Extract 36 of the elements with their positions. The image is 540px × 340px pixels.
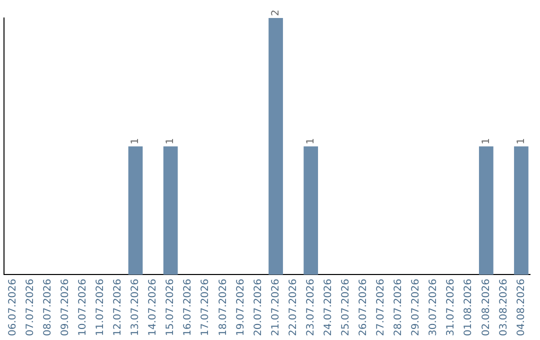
x-tick-label: 24.07.2026 [322,278,334,336]
x-tick-label: 01.08.2026 [463,278,474,336]
data-label: 1 [516,138,527,144]
x-tick-label: 16.07.2026 [182,278,194,336]
data-label: 1 [305,138,316,144]
x-tick-label: 15.07.2026 [165,278,176,336]
x-tick-label: 31.07.2026 [446,278,457,336]
x-tick-label: 25.07.2026 [340,278,352,336]
x-tick-label: 26.07.2026 [358,278,370,336]
data-label: 1 [130,138,142,144]
x-tick-label: 21.07.2026 [270,278,282,336]
x-tick-label: 03.08.2026 [498,278,510,336]
x-tick-label: 09.07.2026 [60,278,71,336]
data-label: 2 [270,10,282,16]
x-tick-label: 30.07.2026 [428,278,440,336]
x-tick-label: 23.07.2026 [305,278,316,336]
x-tick-label: 13.07.2026 [130,278,142,336]
data-label: 1 [165,138,176,144]
x-tick-label: 10.07.2026 [77,278,88,336]
x-tick-label: 29.07.2026 [410,278,422,336]
x-tick-label: 06.07.2026 [7,278,18,336]
x-tick-label: 22.07.2026 [288,278,299,336]
x-tick-label: 28.07.2026 [393,278,404,336]
x-tick-label: 20.07.2026 [252,278,264,336]
x-tick-label: 17.07.2026 [200,278,212,336]
x-tick-label: 18.07.2026 [218,278,229,336]
x-tick-label: 04.08.2026 [516,278,527,336]
x-tick-label: 12.07.2026 [112,278,124,336]
x-tick-label: 14.07.2026 [148,278,159,336]
x-tick-label: 07.07.2026 [24,278,36,336]
x-tick-label: 27.07.2026 [376,278,387,336]
x-tick-label: 19.07.2026 [235,278,246,336]
data-label: 1 [480,138,492,144]
x-tick-label: 11.07.2026 [95,278,106,336]
x-tick-label: 02.08.2026 [480,278,492,336]
x-tick-label: 08.07.2026 [42,278,54,336]
